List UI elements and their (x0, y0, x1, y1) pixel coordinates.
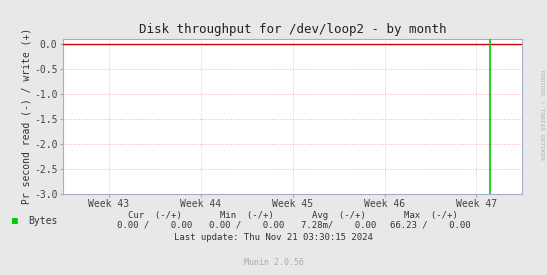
Text: Avg  (-/+): Avg (-/+) (312, 211, 365, 220)
Title: Disk throughput for /dev/loop2 - by month: Disk throughput for /dev/loop2 - by mont… (139, 23, 446, 36)
Text: RRDTOOL / TOBIAS OETIKER: RRDTOOL / TOBIAS OETIKER (539, 70, 544, 161)
Text: 0.00 /    0.00: 0.00 / 0.00 (209, 221, 284, 230)
Text: Cur  (-/+): Cur (-/+) (128, 211, 182, 220)
Text: Munin 2.0.56: Munin 2.0.56 (243, 258, 304, 267)
Text: 7.28m/    0.00: 7.28m/ 0.00 (301, 221, 376, 230)
Text: Max  (-/+): Max (-/+) (404, 211, 457, 220)
Text: ■: ■ (12, 216, 18, 226)
Text: Bytes: Bytes (28, 216, 58, 226)
Text: 0.00 /    0.00: 0.00 / 0.00 (117, 221, 193, 230)
Text: Last update: Thu Nov 21 03:30:15 2024: Last update: Thu Nov 21 03:30:15 2024 (174, 233, 373, 242)
Text: 66.23 /    0.00: 66.23 / 0.00 (390, 221, 471, 230)
Text: Min  (-/+): Min (-/+) (220, 211, 274, 220)
Y-axis label: Pr second read (-) / write (+): Pr second read (-) / write (+) (21, 28, 31, 204)
